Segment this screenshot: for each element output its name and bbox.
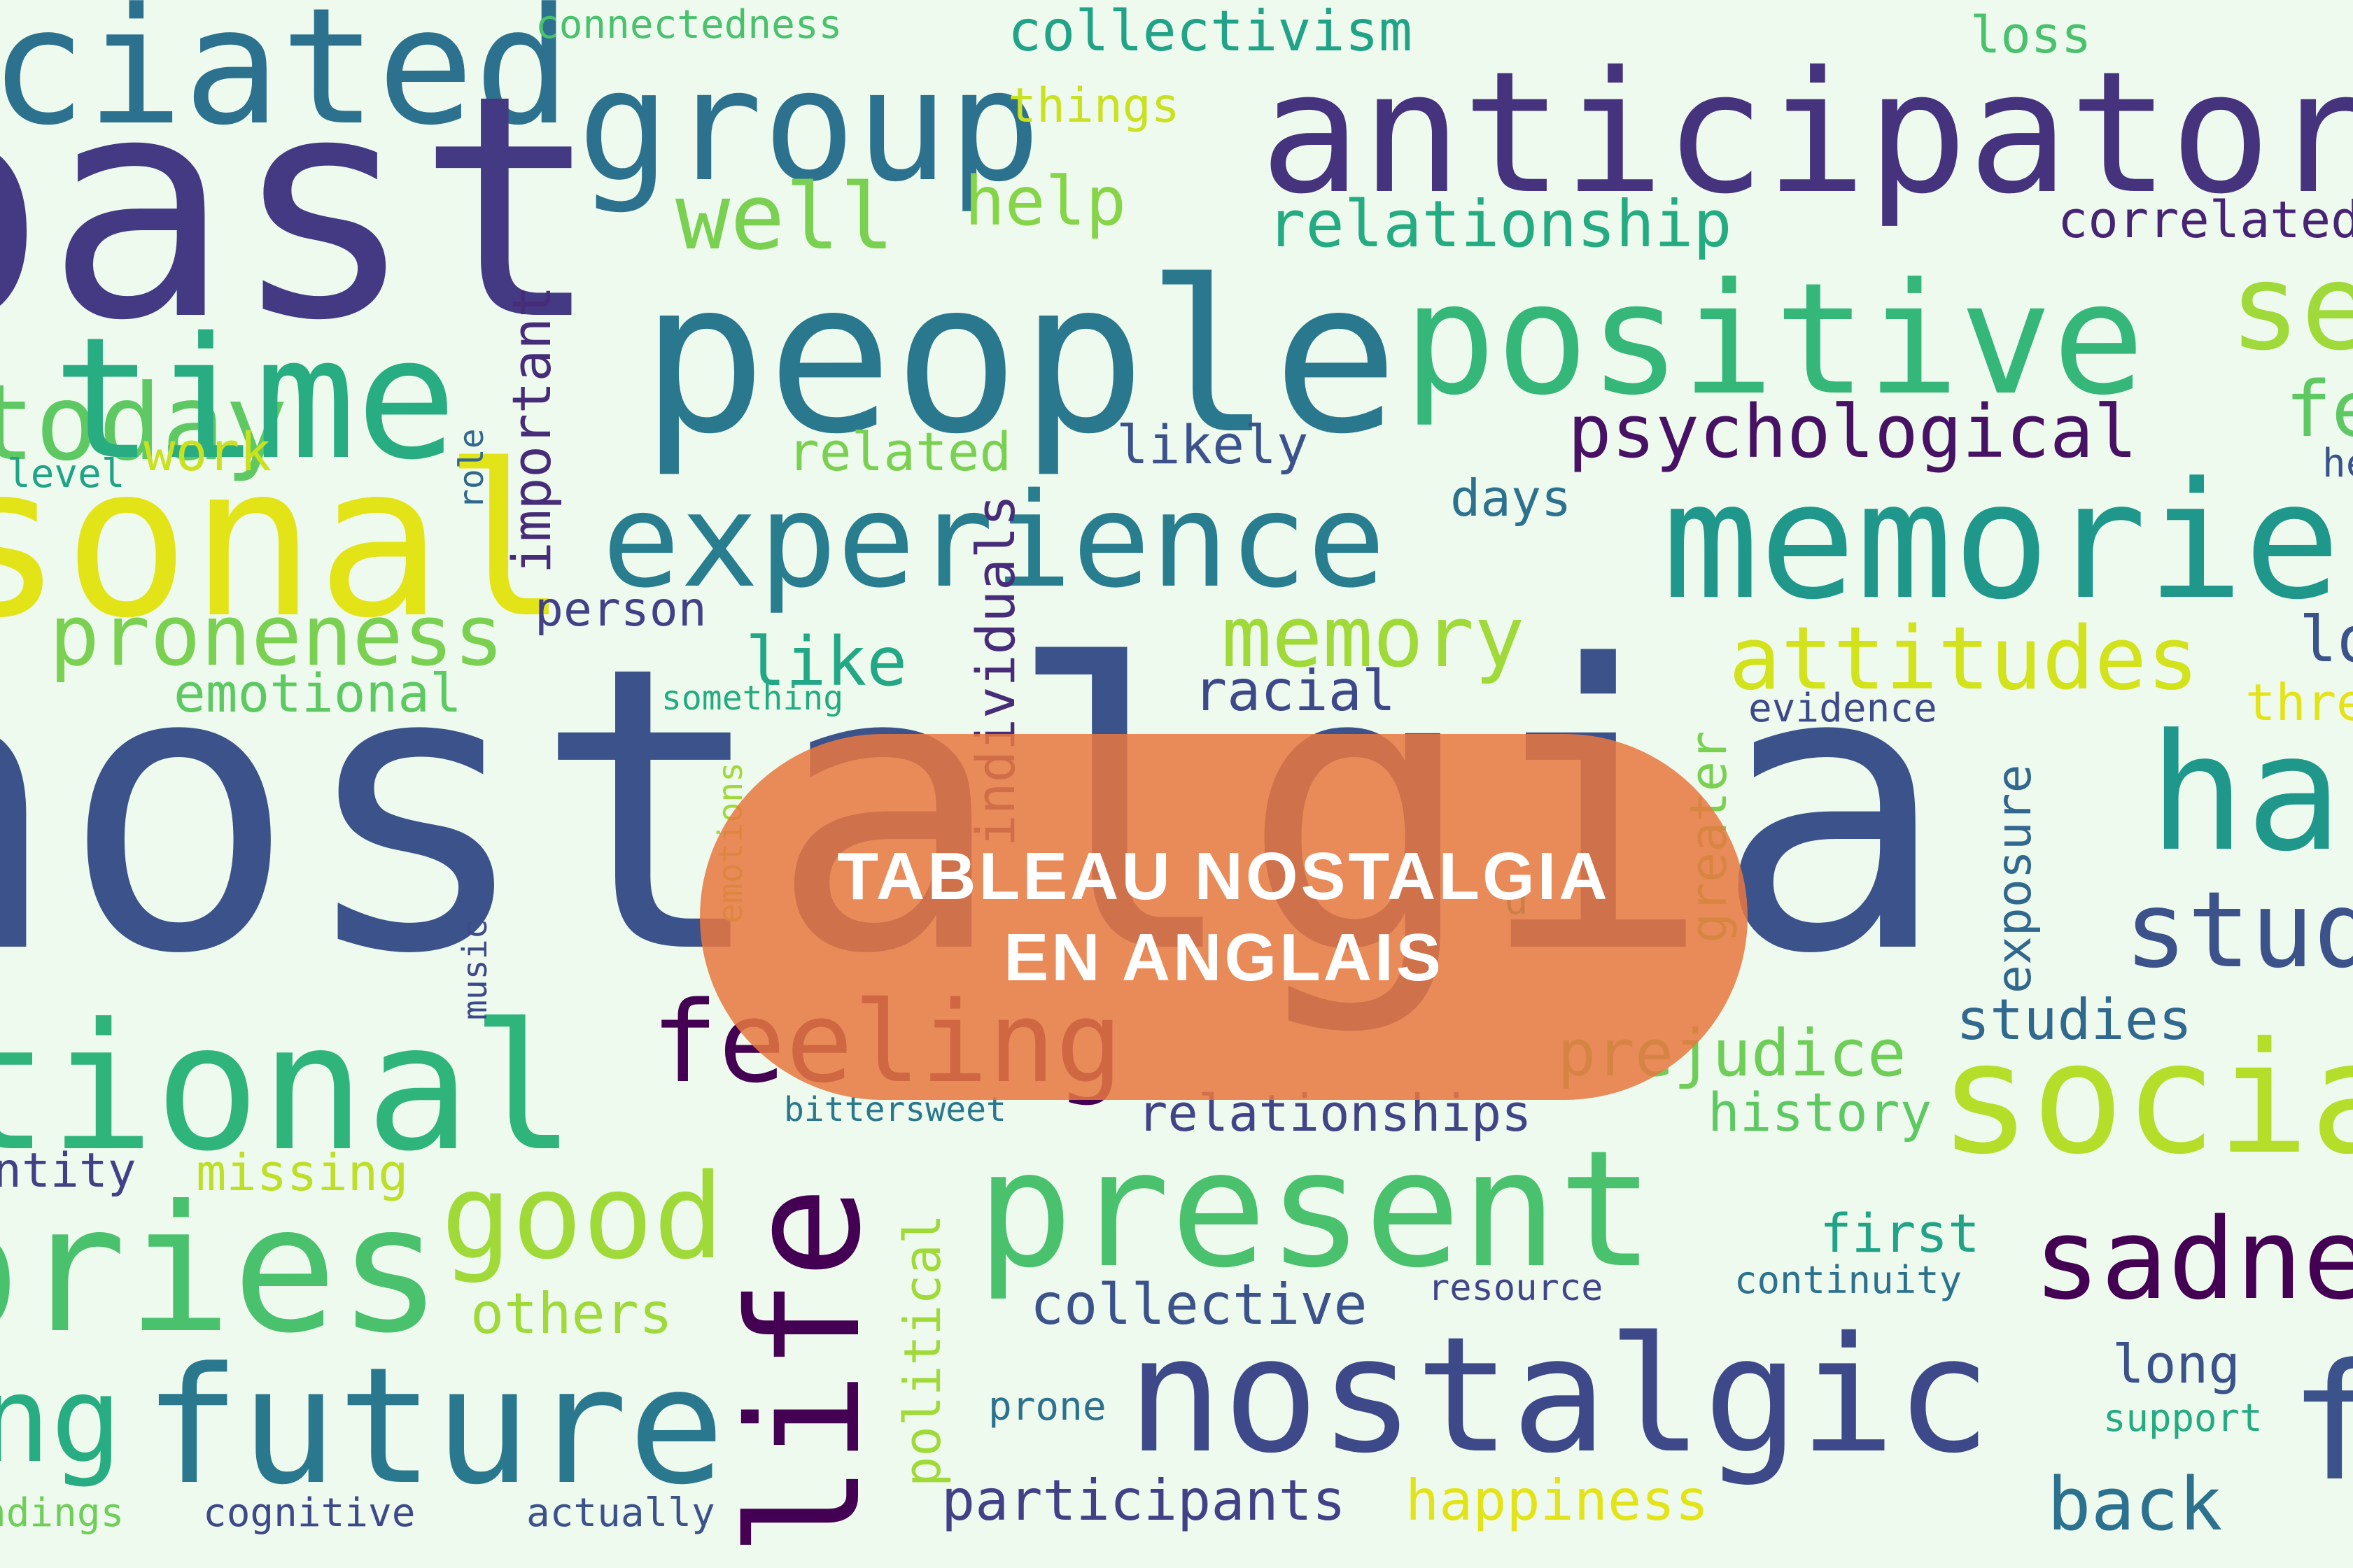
word-cloud-term: actually	[526, 1490, 715, 1536]
word-cloud-term: like	[745, 623, 908, 701]
word-cloud-term: cognitive	[203, 1490, 416, 1536]
word-cloud-term: lo	[2299, 603, 2353, 677]
word-cloud-term: f	[2289, 1330, 2353, 1517]
title-banner-line-1: TABLEAU NOSTALGIA	[837, 839, 1610, 914]
word-cloud-term: work	[143, 421, 272, 483]
word-cloud-term: continuity	[1734, 1258, 1962, 1302]
word-cloud-term: present	[976, 1117, 1655, 1304]
word-cloud-term: se	[2229, 239, 2353, 377]
word-cloud-term: thre	[2245, 673, 2353, 732]
word-cloud-term: help	[964, 162, 1127, 241]
word-cloud-term: group	[577, 36, 1041, 216]
word-cloud-term: back	[2047, 1462, 2223, 1547]
word-cloud-term: related	[787, 421, 1012, 483]
word-cloud-term: evidence	[1748, 686, 1937, 731]
title-banner-line-2: EN ANGLAIS	[1004, 919, 1444, 995]
word-cloud-term: days	[1450, 469, 1572, 528]
word-cloud-term: happiness	[1405, 1468, 1709, 1533]
word-cloud-term: missing	[196, 1143, 409, 1202]
word-cloud-term: psychological	[1568, 389, 2137, 474]
word-cloud-term: music	[456, 919, 495, 1021]
word-cloud-term: connectedness	[535, 2, 843, 48]
word-cloud-term: history	[1708, 1081, 1932, 1143]
word-cloud-term: collectivism	[1008, 0, 1412, 64]
title-banner: TABLEAU NOSTALGIA EN ANGLAIS	[700, 734, 1748, 1100]
word-cloud-term: political	[893, 1213, 952, 1487]
word-cloud-term: happiness	[2149, 700, 2353, 887]
word-cloud-term: well	[675, 164, 895, 270]
word-cloud-term: collective	[1030, 1272, 1368, 1337]
word-cloud-term: life	[715, 1186, 894, 1557]
word-cloud-term: anticipatory	[1260, 35, 2353, 231]
word-cloud-term: role	[452, 428, 491, 509]
word-cloud-term: correlated	[2058, 190, 2353, 249]
word-cloud-term: ndings	[0, 1490, 125, 1536]
word-cloud-term: something	[661, 679, 844, 718]
word-cloud-term: ories	[0, 1168, 443, 1371]
word-cloud-term: proneness	[49, 588, 505, 685]
word-cloud-term: first	[1820, 1202, 1980, 1264]
word-cloud-term: likely	[1116, 414, 1309, 476]
word-cloud-term: others	[470, 1281, 673, 1346]
word-cloud-term: prone	[988, 1384, 1107, 1429]
word-cloud-term: level	[7, 451, 125, 497]
word-cloud-term: experience	[602, 465, 1386, 616]
word-cloud-term: past	[0, 29, 602, 388]
word-cloud-term: good	[441, 1148, 724, 1285]
word-cloud-term: ciated	[0, 0, 571, 161]
word-cloud-term: memory	[1221, 589, 1525, 686]
word-cloud-term: today	[0, 362, 288, 484]
word-cloud-term: resource	[1428, 1267, 1603, 1309]
word-cloud-term: memories	[1662, 448, 2353, 635]
word-cloud-term: sadness	[2033, 1194, 2353, 1325]
word-cloud-term: positive	[1403, 250, 2145, 429]
word-cloud-term: person	[535, 582, 707, 637]
word-cloud-term: exposure	[1987, 764, 2042, 994]
word-cloud-term: nostalgic	[1127, 1302, 1992, 1488]
word-cloud-term: long	[2112, 1333, 2241, 1395]
word-cloud-term: things	[1008, 78, 1180, 134]
word-cloud-term: time	[52, 301, 457, 497]
word-cloud-term: attitudes	[1729, 609, 2199, 709]
word-cloud-term: tional	[0, 986, 577, 1189]
word-cloud-term: loss	[1970, 6, 2092, 64]
word-cloud-term: sonal	[0, 420, 570, 664]
word-cloud-term: ntity	[0, 1143, 136, 1199]
word-cloud-term: he	[2322, 441, 2353, 486]
word-cloud-term: people	[640, 236, 1399, 480]
word-cloud-term: fe	[2285, 365, 2353, 454]
word-cloud-term: support	[2103, 1396, 2263, 1440]
word-cloud-term: social	[1939, 1009, 2353, 1188]
word-cloud-term: important	[500, 285, 563, 574]
word-cloud-term: ng	[0, 1351, 122, 1490]
word-cloud-term: racial	[1193, 658, 1396, 723]
word-cloud-term: future	[143, 1334, 725, 1520]
word-cloud-term: relationship	[1267, 187, 1732, 262]
word-cloud-term: study	[2124, 870, 2353, 991]
word-cloud-term: emotional	[174, 662, 462, 724]
word-cloud-term: studies	[1956, 987, 2193, 1052]
word-cloud-term: participants	[941, 1468, 1346, 1533]
